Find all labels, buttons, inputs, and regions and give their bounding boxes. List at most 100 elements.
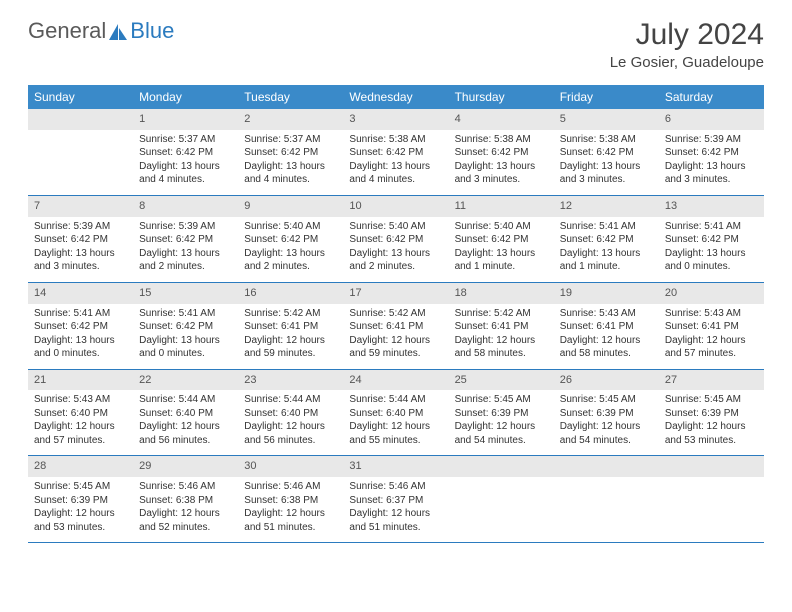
calendar-week-row: 28Sunrise: 5:45 AMSunset: 6:39 PMDayligh… bbox=[28, 456, 764, 543]
calendar-day-cell bbox=[554, 456, 659, 543]
day-info-line: Sunset: 6:38 PM bbox=[244, 494, 337, 508]
calendar-day-cell: 24Sunrise: 5:44 AMSunset: 6:40 PMDayligh… bbox=[343, 369, 448, 456]
calendar-day-cell: 7Sunrise: 5:39 AMSunset: 6:42 PMDaylight… bbox=[28, 195, 133, 282]
day-info-line: Sunrise: 5:41 AM bbox=[665, 220, 758, 234]
calendar-day-cell bbox=[28, 109, 133, 195]
day-info-line: Sunset: 6:42 PM bbox=[560, 146, 653, 160]
day-info-line: Sunset: 6:42 PM bbox=[139, 146, 232, 160]
day-body: Sunrise: 5:42 AMSunset: 6:41 PMDaylight:… bbox=[343, 304, 448, 369]
day-info-line: Daylight: 13 hours and 2 minutes. bbox=[244, 247, 337, 274]
calendar-day-cell: 12Sunrise: 5:41 AMSunset: 6:42 PMDayligh… bbox=[554, 195, 659, 282]
day-body bbox=[28, 130, 133, 188]
calendar-day-cell: 21Sunrise: 5:43 AMSunset: 6:40 PMDayligh… bbox=[28, 369, 133, 456]
day-body bbox=[659, 477, 764, 535]
day-number: 4 bbox=[449, 109, 554, 130]
day-info-line: Sunrise: 5:45 AM bbox=[560, 393, 653, 407]
header: General Blue July 2024 Le Gosier, Guadel… bbox=[28, 18, 764, 71]
day-info-line: Daylight: 13 hours and 4 minutes. bbox=[244, 160, 337, 187]
day-body: Sunrise: 5:40 AMSunset: 6:42 PMDaylight:… bbox=[238, 217, 343, 282]
day-info-line: Daylight: 12 hours and 53 minutes. bbox=[665, 420, 758, 447]
day-info-line: Daylight: 13 hours and 3 minutes. bbox=[455, 160, 548, 187]
day-body: Sunrise: 5:41 AMSunset: 6:42 PMDaylight:… bbox=[28, 304, 133, 369]
calendar-table: Sunday Monday Tuesday Wednesday Thursday… bbox=[28, 85, 764, 543]
calendar-week-row: 21Sunrise: 5:43 AMSunset: 6:40 PMDayligh… bbox=[28, 369, 764, 456]
calendar-week-row: 7Sunrise: 5:39 AMSunset: 6:42 PMDaylight… bbox=[28, 195, 764, 282]
logo-text-general: General bbox=[28, 18, 106, 44]
day-body: Sunrise: 5:42 AMSunset: 6:41 PMDaylight:… bbox=[449, 304, 554, 369]
day-info-line: Sunrise: 5:40 AM bbox=[349, 220, 442, 234]
day-body: Sunrise: 5:41 AMSunset: 6:42 PMDaylight:… bbox=[659, 217, 764, 282]
calendar-week-row: 14Sunrise: 5:41 AMSunset: 6:42 PMDayligh… bbox=[28, 282, 764, 369]
day-body: Sunrise: 5:40 AMSunset: 6:42 PMDaylight:… bbox=[449, 217, 554, 282]
day-info-line: Sunrise: 5:42 AM bbox=[349, 307, 442, 321]
calendar-day-cell: 14Sunrise: 5:41 AMSunset: 6:42 PMDayligh… bbox=[28, 282, 133, 369]
day-body: Sunrise: 5:44 AMSunset: 6:40 PMDaylight:… bbox=[133, 390, 238, 455]
day-number: 19 bbox=[554, 283, 659, 304]
day-number: 18 bbox=[449, 283, 554, 304]
day-info-line: Daylight: 13 hours and 3 minutes. bbox=[560, 160, 653, 187]
calendar-body: 1Sunrise: 5:37 AMSunset: 6:42 PMDaylight… bbox=[28, 109, 764, 543]
day-info-line: Sunset: 6:42 PM bbox=[665, 233, 758, 247]
day-info-line: Sunset: 6:42 PM bbox=[455, 233, 548, 247]
day-info-line: Sunrise: 5:38 AM bbox=[560, 133, 653, 147]
calendar-day-cell: 18Sunrise: 5:42 AMSunset: 6:41 PMDayligh… bbox=[449, 282, 554, 369]
day-info-line: Sunrise: 5:45 AM bbox=[455, 393, 548, 407]
day-info-line: Daylight: 13 hours and 4 minutes. bbox=[139, 160, 232, 187]
day-info-line: Sunset: 6:40 PM bbox=[244, 407, 337, 421]
day-info-line: Sunrise: 5:38 AM bbox=[455, 133, 548, 147]
day-info-line: Sunset: 6:39 PM bbox=[455, 407, 548, 421]
day-body: Sunrise: 5:41 AMSunset: 6:42 PMDaylight:… bbox=[554, 217, 659, 282]
calendar-day-cell: 9Sunrise: 5:40 AMSunset: 6:42 PMDaylight… bbox=[238, 195, 343, 282]
day-info-line: Daylight: 12 hours and 51 minutes. bbox=[349, 507, 442, 534]
day-info-line: Sunrise: 5:45 AM bbox=[34, 480, 127, 494]
day-info-line: Sunrise: 5:46 AM bbox=[139, 480, 232, 494]
day-info-line: Sunset: 6:40 PM bbox=[139, 407, 232, 421]
day-body: Sunrise: 5:45 AMSunset: 6:39 PMDaylight:… bbox=[28, 477, 133, 542]
day-info-line: Sunrise: 5:41 AM bbox=[560, 220, 653, 234]
calendar-day-cell: 30Sunrise: 5:46 AMSunset: 6:38 PMDayligh… bbox=[238, 456, 343, 543]
calendar-day-cell: 20Sunrise: 5:43 AMSunset: 6:41 PMDayligh… bbox=[659, 282, 764, 369]
day-info-line: Daylight: 12 hours and 55 minutes. bbox=[349, 420, 442, 447]
day-number: 16 bbox=[238, 283, 343, 304]
day-info-line: Daylight: 13 hours and 3 minutes. bbox=[34, 247, 127, 274]
day-body: Sunrise: 5:37 AMSunset: 6:42 PMDaylight:… bbox=[133, 130, 238, 195]
day-number bbox=[659, 456, 764, 477]
calendar-day-cell: 11Sunrise: 5:40 AMSunset: 6:42 PMDayligh… bbox=[449, 195, 554, 282]
day-body bbox=[554, 477, 659, 535]
day-info-line: Daylight: 13 hours and 2 minutes. bbox=[139, 247, 232, 274]
day-info-line: Daylight: 12 hours and 57 minutes. bbox=[665, 334, 758, 361]
day-number: 30 bbox=[238, 456, 343, 477]
day-number: 10 bbox=[343, 196, 448, 217]
calendar-day-cell: 19Sunrise: 5:43 AMSunset: 6:41 PMDayligh… bbox=[554, 282, 659, 369]
day-number: 31 bbox=[343, 456, 448, 477]
calendar-day-cell: 16Sunrise: 5:42 AMSunset: 6:41 PMDayligh… bbox=[238, 282, 343, 369]
day-info-line: Daylight: 13 hours and 4 minutes. bbox=[349, 160, 442, 187]
day-info-line: Sunset: 6:42 PM bbox=[34, 320, 127, 334]
calendar-day-cell: 2Sunrise: 5:37 AMSunset: 6:42 PMDaylight… bbox=[238, 109, 343, 195]
day-info-line: Daylight: 12 hours and 58 minutes. bbox=[560, 334, 653, 361]
day-info-line: Sunrise: 5:46 AM bbox=[244, 480, 337, 494]
day-body: Sunrise: 5:41 AMSunset: 6:42 PMDaylight:… bbox=[133, 304, 238, 369]
day-body bbox=[449, 477, 554, 535]
calendar-day-cell: 23Sunrise: 5:44 AMSunset: 6:40 PMDayligh… bbox=[238, 369, 343, 456]
day-info-line: Daylight: 12 hours and 56 minutes. bbox=[139, 420, 232, 447]
day-info-line: Sunset: 6:42 PM bbox=[139, 320, 232, 334]
day-number: 24 bbox=[343, 370, 448, 391]
day-number: 20 bbox=[659, 283, 764, 304]
day-info-line: Sunset: 6:41 PM bbox=[455, 320, 548, 334]
calendar-day-cell: 17Sunrise: 5:42 AMSunset: 6:41 PMDayligh… bbox=[343, 282, 448, 369]
weekday-header: Monday bbox=[133, 85, 238, 109]
weekday-header: Thursday bbox=[449, 85, 554, 109]
calendar-day-cell: 29Sunrise: 5:46 AMSunset: 6:38 PMDayligh… bbox=[133, 456, 238, 543]
calendar-day-cell: 15Sunrise: 5:41 AMSunset: 6:42 PMDayligh… bbox=[133, 282, 238, 369]
day-number bbox=[449, 456, 554, 477]
day-info-line: Sunset: 6:42 PM bbox=[244, 146, 337, 160]
day-number: 11 bbox=[449, 196, 554, 217]
calendar-day-cell bbox=[659, 456, 764, 543]
day-info-line: Sunrise: 5:43 AM bbox=[665, 307, 758, 321]
day-number: 27 bbox=[659, 370, 764, 391]
day-info-line: Sunset: 6:41 PM bbox=[244, 320, 337, 334]
calendar-day-cell: 4Sunrise: 5:38 AMSunset: 6:42 PMDaylight… bbox=[449, 109, 554, 195]
weekday-header-row: Sunday Monday Tuesday Wednesday Thursday… bbox=[28, 85, 764, 109]
day-body: Sunrise: 5:43 AMSunset: 6:41 PMDaylight:… bbox=[554, 304, 659, 369]
